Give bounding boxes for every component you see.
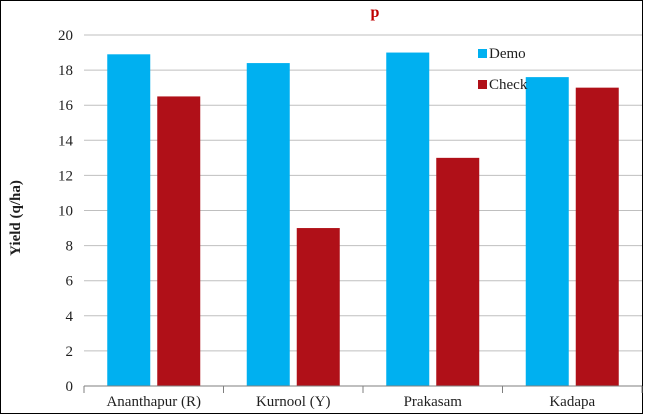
- y-tick-label: 2: [66, 344, 74, 360]
- x-tick-label: Kadapa: [549, 394, 595, 410]
- y-tick-label: 10: [58, 204, 73, 220]
- legend-swatch-check: [478, 80, 487, 89]
- legend-swatch-demo: [478, 49, 487, 58]
- x-axis: Ananthapur (R) Kurnool (Y) Prakasam Kadapa: [83, 385, 643, 410]
- y-tick-label: 18: [58, 63, 73, 79]
- bar-check-kadapa: [575, 87, 619, 387]
- y-tick-label: 4: [66, 309, 74, 325]
- y-axis-tick-labels: 0 2 4 6 8 10 12 14 16 18 20: [58, 28, 74, 395]
- bar-check-prakasam: [436, 157, 480, 386]
- y-tick-label: 14: [58, 133, 74, 149]
- legend: Demo Check: [478, 46, 528, 93]
- bar-demo-kurnool-y: [246, 63, 290, 386]
- bar-demo-ananthapur-r: [107, 54, 151, 387]
- y-tick-label: 16: [58, 98, 74, 114]
- bar-check-kurnool-y: [296, 228, 340, 386]
- y-tick-label: 20: [58, 28, 73, 44]
- x-tick-label: Prakasam: [404, 394, 463, 410]
- legend-label-demo: Demo: [489, 46, 526, 62]
- x-tick-label: Kurnool (Y): [256, 394, 331, 410]
- y-axis-title: Yield (q/ha): [8, 180, 24, 256]
- y-tick-label: 12: [58, 168, 73, 184]
- chart-title: p: [371, 4, 380, 21]
- bar-demo-kadapa: [525, 77, 569, 387]
- y-tick-label: 8: [66, 239, 74, 255]
- legend-label-check: Check: [489, 77, 528, 93]
- bar-demo-prakasam: [386, 52, 430, 387]
- x-tick-label: Ananthapur (R): [106, 394, 201, 410]
- bar-check-ananthapur-r: [157, 96, 201, 387]
- y-tick-label: 0: [66, 379, 74, 395]
- bars: [107, 52, 619, 387]
- y-tick-label: 6: [66, 274, 74, 290]
